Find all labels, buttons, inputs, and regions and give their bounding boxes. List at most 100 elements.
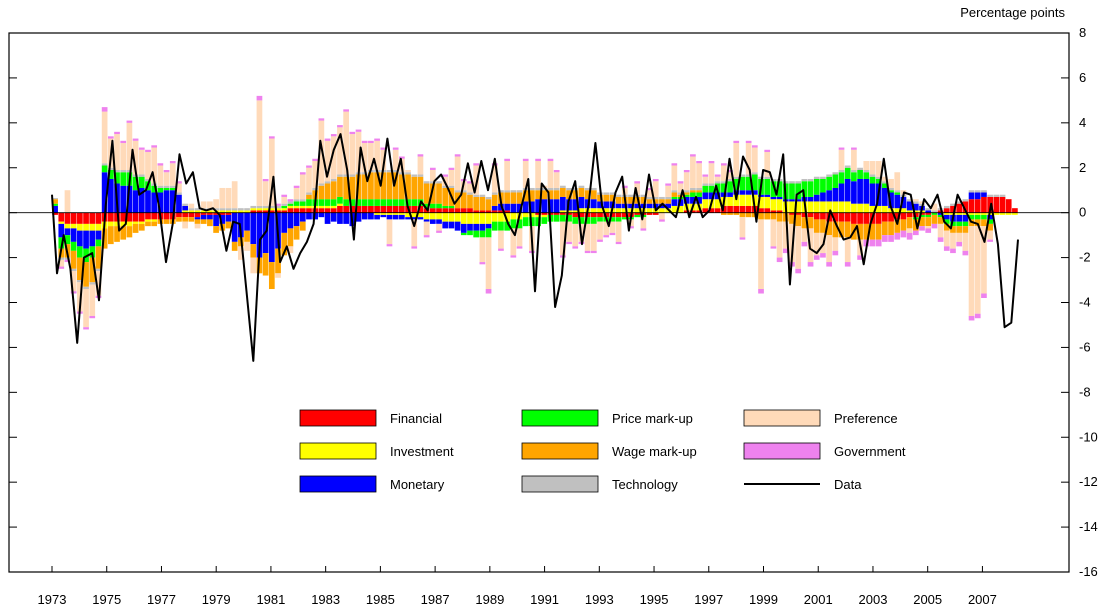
bar-segment-technology (813, 176, 820, 179)
bar-segment-preference (560, 221, 566, 256)
bar-segment-wage-mark-up (646, 199, 653, 204)
bar-segment-technology (993, 194, 1000, 197)
bar-segment-price-mark-up (745, 176, 752, 191)
bar-segment-investment (182, 210, 188, 213)
bar-segment-investment (107, 221, 114, 227)
bar-segment-financial (702, 208, 709, 213)
bar-segment-preference (943, 230, 950, 247)
x-tick-label: 1999 (749, 592, 778, 607)
bar-segment-price-mark-up (467, 230, 473, 236)
bar-segment-preference (436, 223, 442, 231)
bar-segment-government (906, 232, 913, 240)
bar-segment-price-mark-up (299, 201, 306, 206)
bar-segment-financial (652, 212, 659, 215)
bar-segment-investment (999, 212, 1006, 215)
bar-segment-government (745, 140, 752, 144)
bar-segment-technology (894, 190, 901, 193)
bar-segment-financial (176, 212, 182, 218)
bar-segment-price-mark-up (138, 176, 145, 188)
bar-segment-monetary (417, 217, 424, 220)
bar-segment-monetary (491, 205, 498, 211)
bar-segment-preference (795, 226, 802, 269)
bar-segment-preference (690, 156, 696, 188)
bar-segment-price-mark-up (541, 217, 548, 224)
bar-segment-price-mark-up (498, 221, 504, 231)
bar-segment-wage-mark-up (820, 219, 826, 233)
bar-segment-government (584, 250, 591, 254)
bar-segment-preference (169, 163, 176, 186)
bar-segment-wage-mark-up (950, 226, 956, 233)
bar-segment-monetary (70, 228, 77, 242)
bar-segment-preference (925, 226, 932, 229)
bar-segment-preference (671, 165, 678, 191)
bar-segment-technology (733, 176, 740, 179)
bar-segment-price-mark-up (888, 190, 894, 193)
bar-segment-preference (547, 161, 554, 188)
bar-segment-investment (789, 201, 795, 213)
bar-segment-technology (454, 190, 461, 193)
bar-segment-monetary (442, 221, 449, 229)
bar-segment-financial (572, 212, 579, 218)
bar-segment-wage-mark-up (368, 172, 374, 200)
bar-segment-price-mark-up (504, 221, 510, 231)
bar-segment-preference (176, 183, 182, 193)
bar-segment-monetary (293, 212, 300, 227)
bar-segment-investment (306, 205, 312, 209)
bar-segment-monetary (436, 219, 442, 224)
bar-segment-technology (968, 190, 975, 193)
bar-segment-investment (423, 212, 430, 220)
bar-segment-technology (423, 181, 430, 184)
bar-segment-government (646, 187, 653, 191)
bar-segment-preference (522, 161, 529, 188)
bar-segment-preference (683, 172, 690, 191)
bar-segment-monetary (386, 214, 393, 220)
bar-segment-wage-mark-up (132, 223, 139, 233)
bar-segment-government (522, 158, 529, 162)
bar-segment-technology (460, 190, 467, 193)
bar-segment-price-mark-up (77, 246, 83, 258)
bar-segment-preference (751, 147, 758, 173)
bar-segment-government (813, 255, 820, 260)
bar-segment-government (275, 203, 281, 206)
bar-segment-financial (727, 205, 733, 213)
bar-segment-technology (590, 187, 597, 191)
bar-segment-monetary (789, 199, 795, 202)
bar-segment-wage-mark-up (665, 199, 671, 204)
bar-segment-wage-mark-up (690, 190, 696, 193)
bar-segment-investment (83, 223, 89, 231)
legend-item-price-mark-up: Price mark-up (521, 409, 693, 427)
bar-segment-investment (200, 210, 207, 213)
bar-segment-wage-mark-up (244, 230, 250, 242)
bar-segment-investment (225, 210, 232, 213)
bar-segment-wage-mark-up (101, 228, 108, 249)
bar-segment-wage-mark-up (207, 219, 213, 227)
bar-segment-preference (386, 219, 393, 245)
bar-segment-government (572, 246, 579, 249)
bar-segment-monetary (399, 214, 405, 220)
bar-segment-preference (70, 271, 77, 292)
bar-segment-investment (473, 212, 480, 224)
bar-segment-financial (844, 212, 851, 222)
bar-segment-wage-mark-up (281, 232, 288, 256)
bar-segment-government (380, 147, 387, 150)
bar-segment-monetary (361, 212, 368, 220)
bar-segment-investment (597, 208, 603, 213)
bar-segment-monetary (306, 212, 312, 220)
bar-segment-preference (912, 199, 919, 202)
bar-segment-investment (628, 208, 634, 213)
bar-segment-technology (807, 178, 814, 182)
bar-segment-price-mark-up (392, 199, 399, 206)
bar-segment-technology (578, 185, 585, 188)
bar-segment-technology (275, 205, 281, 209)
bar-segment-monetary (250, 212, 257, 245)
x-tick-label: 1991 (530, 592, 559, 607)
bar-segment-wage-mark-up (628, 196, 634, 204)
bar-segment-government (714, 174, 721, 177)
bar-segment-preference (262, 181, 269, 206)
bar-segment-investment (417, 212, 424, 218)
bar-segment-government (801, 241, 808, 247)
bar-segment-price-mark-up (374, 199, 380, 206)
bar-segment-monetary (807, 196, 814, 202)
legend-item-government: Government (743, 442, 906, 460)
